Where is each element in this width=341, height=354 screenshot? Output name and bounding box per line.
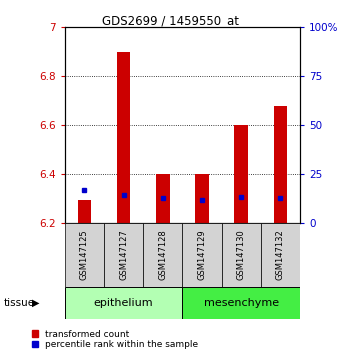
Text: GDS2699 / 1459550_at: GDS2699 / 1459550_at	[102, 14, 239, 27]
Bar	[104, 223, 143, 287]
Bar	[143, 223, 182, 287]
Bar	[156, 174, 170, 223]
Bar	[195, 174, 209, 223]
Text: GSM147127: GSM147127	[119, 229, 128, 280]
Text: mesenchyme: mesenchyme	[204, 298, 279, 308]
Bar	[234, 125, 248, 223]
Bar	[65, 223, 104, 287]
Text: GSM147130: GSM147130	[237, 229, 246, 280]
Text: epithelium: epithelium	[94, 298, 153, 308]
Bar	[273, 106, 287, 223]
Text: GSM147125: GSM147125	[80, 229, 89, 280]
Text: tissue: tissue	[3, 298, 34, 308]
Bar	[222, 223, 261, 287]
Bar	[65, 287, 182, 319]
Bar	[261, 223, 300, 287]
Bar	[182, 287, 300, 319]
Text: GSM147129: GSM147129	[197, 229, 207, 280]
Text: GSM147128: GSM147128	[158, 229, 167, 280]
Text: ▶: ▶	[32, 298, 40, 308]
Bar	[117, 52, 131, 223]
Text: GSM147132: GSM147132	[276, 229, 285, 280]
Legend: transformed count, percentile rank within the sample: transformed count, percentile rank withi…	[32, 330, 198, 349]
Bar	[77, 200, 91, 223]
Bar	[182, 223, 222, 287]
